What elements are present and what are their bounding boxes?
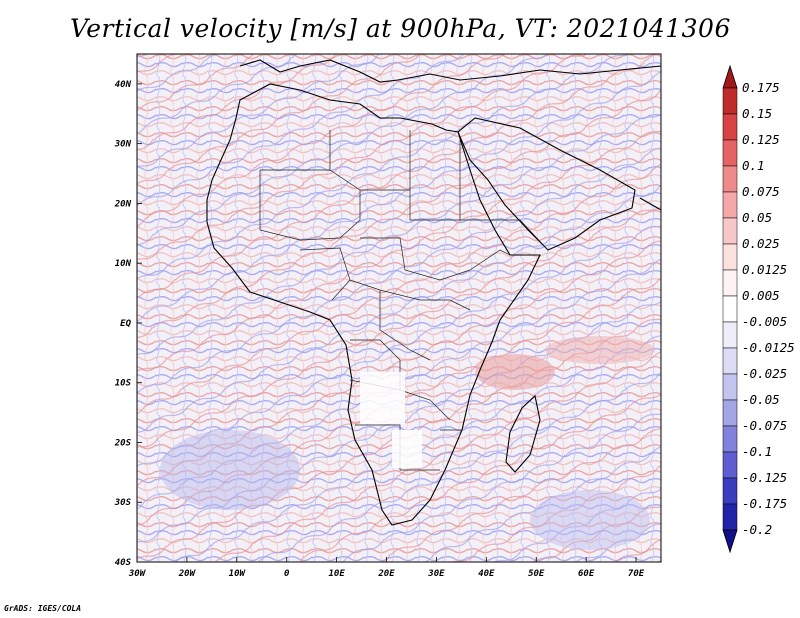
colorbar-label: -0.175 (742, 496, 787, 511)
lon-tick-label: 20E (377, 569, 395, 579)
colorbar-swatch (722, 373, 738, 401)
colorbar-swatch (722, 243, 738, 271)
lon-tick-label: 40E (478, 569, 495, 579)
colorbar-swatch (722, 477, 738, 505)
colorbar-label: -0.2 (742, 522, 772, 537)
madagascar (505, 394, 541, 473)
lon-tick-label: 30W (128, 569, 147, 579)
colorbar-swatch (722, 425, 738, 453)
lat-tick-label: 20N (114, 199, 132, 209)
lon-axis: 30W 20W 10W 0 10E 20E 30E 40E 50E 60E 70E (128, 557, 645, 579)
colorbar-label: -0.025 (742, 366, 787, 381)
map-figure: 30W 20W 10W 0 10E 20E 30E 40E 50E 60E 70E 40S 30S 20… (114, 53, 795, 579)
negative-region (530, 490, 650, 550)
colorbar-label: -0.125 (742, 470, 787, 485)
lon-tick-label: 10E (328, 569, 345, 579)
india-coastline (639, 197, 662, 211)
lat-tick-label: 10S (115, 379, 132, 389)
colorbar-label: 0.0125 (742, 262, 787, 277)
velocity-field-overlay (137, 54, 661, 562)
colorbar-swatch (722, 165, 738, 193)
colorbar-label: -0.1 (742, 444, 772, 459)
blank-region (392, 430, 422, 468)
lon-tick-label: 10W (229, 569, 247, 579)
lat-tick-label: 30N (114, 140, 132, 150)
africa-coastline (206, 83, 541, 526)
colorbar-label: -0.005 (742, 314, 787, 329)
arabia-coastline (457, 117, 636, 251)
map-title: Vertical velocity [m/s] at 900hPa, VT: 2… (70, 14, 731, 43)
colorbar-swatch (722, 217, 738, 245)
lat-tick-label: 20S (114, 438, 132, 448)
colorbar-label: 0.025 (742, 236, 780, 251)
lat-tick-label: 30S (114, 498, 132, 508)
colorbar-swatch (722, 113, 738, 141)
coastlines (206, 59, 662, 526)
map-panel (136, 53, 662, 563)
colorbar-swatch (722, 139, 738, 167)
colorbar-swatch (722, 451, 738, 479)
lat-tick-label: 40N (115, 80, 132, 90)
colorbar-top-arrow (722, 64, 738, 89)
colorbar-swatch (722, 295, 738, 323)
colorbar-label: 0.15 (742, 106, 772, 121)
colorbar-label: -0.075 (742, 418, 787, 433)
colorbar-swatch (722, 191, 738, 219)
lat-tick-label: 10N (115, 259, 132, 269)
positive-region (545, 336, 655, 364)
europe-coastline (239, 59, 662, 83)
lon-tick-label: 60E (578, 569, 595, 579)
colorbar: 0.175 0.15 0.125 0.1 0.075 0.05 0.025 0.0125 0.0… (722, 64, 795, 554)
colorbar-label: 0.175 (742, 80, 780, 95)
colorbar-swatch (722, 269, 738, 297)
lat-tick-label: 40S (115, 558, 132, 568)
blank-region (360, 372, 405, 424)
colorbar-swatch (722, 399, 738, 427)
colorbar-label: 0.05 (742, 210, 772, 225)
colorbar-label: -0.05 (742, 392, 780, 407)
lon-tick-label: 20W (178, 569, 197, 579)
lon-tick-label: 50E (528, 569, 545, 579)
lat-tick-label: EQ (120, 319, 131, 329)
colorbar-swatch (722, 87, 738, 115)
colorbar-label: 0.125 (742, 132, 780, 147)
colorbar-swatch (722, 347, 738, 375)
colorbar-swatch (722, 503, 738, 531)
map-frame (136, 53, 662, 563)
lon-tick-label: 30E (427, 569, 445, 579)
lat-axis: 40S 30S 20S 10S EQ 10N 20N 30N 40N (114, 80, 142, 568)
colorbar-label: 0.005 (742, 288, 780, 303)
colorbar-swatch (722, 321, 738, 349)
lon-tick-label: 70E (628, 569, 645, 579)
negative-region (160, 430, 300, 510)
colorbar-label: -0.0125 (742, 340, 795, 355)
colorbar-label: 0.075 (742, 184, 780, 199)
colorbar-label: 0.1 (742, 158, 765, 173)
credit-label: GrADS: IGES/COLA (4, 604, 82, 613)
colorbar-bottom-arrow (722, 529, 738, 554)
lon-tick-label: 0 (284, 569, 290, 579)
positive-region (475, 354, 555, 390)
